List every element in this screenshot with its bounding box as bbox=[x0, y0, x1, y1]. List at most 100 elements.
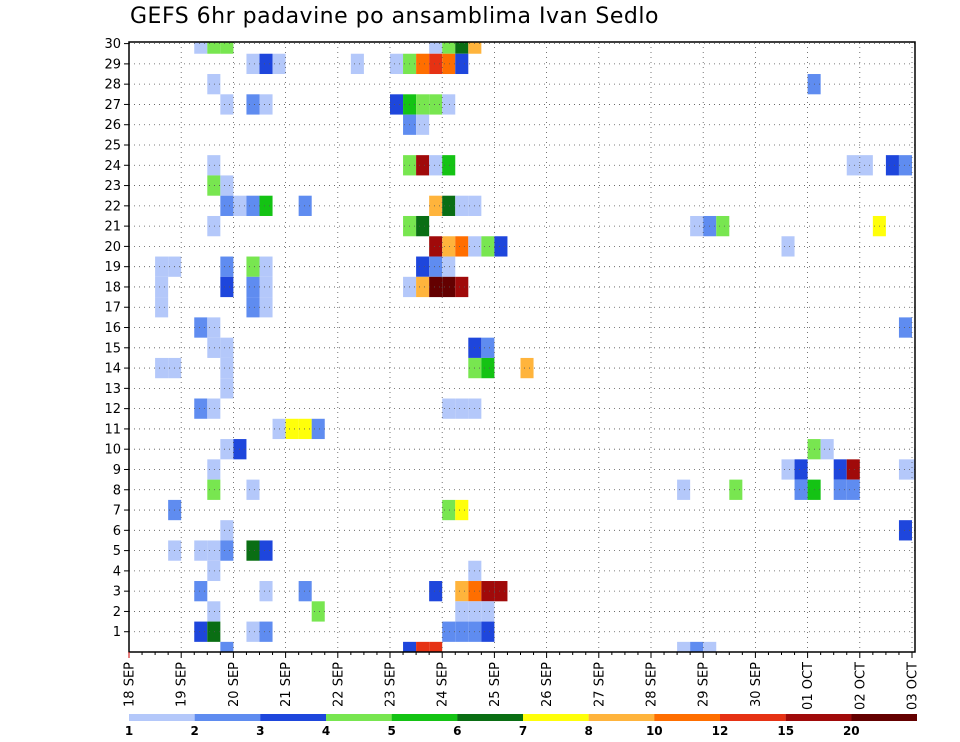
heatmap-cell bbox=[729, 479, 743, 500]
heatmap-cell bbox=[898, 520, 912, 541]
heatmap-cell bbox=[155, 357, 169, 379]
heatmap-cell bbox=[442, 155, 456, 176]
heatmap-cell bbox=[207, 215, 221, 237]
legend-label: 20 bbox=[843, 724, 860, 738]
heatmap-cell bbox=[468, 42, 482, 54]
x-tick-label: 22 SEP bbox=[331, 662, 346, 707]
heatmap-cell bbox=[207, 479, 221, 500]
legend-swatch-bar bbox=[391, 714, 458, 721]
legend-swatch-bar bbox=[720, 714, 786, 721]
heatmap-cell bbox=[859, 155, 873, 176]
legend-swatch-bar bbox=[523, 714, 589, 721]
chart-title: GEFS 6hr padavine po ansamblima Ivan Sed… bbox=[130, 4, 659, 29]
heatmap-cell bbox=[494, 581, 508, 602]
heatmap-cell bbox=[846, 155, 860, 176]
y-tick-label: 27 bbox=[104, 98, 121, 113]
heatmap-cell bbox=[194, 317, 208, 338]
heatmap-cell bbox=[285, 418, 299, 440]
heatmap-cell bbox=[390, 94, 404, 115]
heatmap-cell bbox=[259, 621, 273, 642]
color-legend: 1 2 3 4 5 6 7 8 10 12 15 20 bbox=[125, 714, 917, 738]
heatmap-cell bbox=[259, 540, 273, 561]
heatmap-cell bbox=[220, 276, 234, 298]
y-tick-label: 25 bbox=[104, 139, 121, 154]
y-tick-label: 12 bbox=[104, 402, 121, 417]
x-tick-label: 30 SEP bbox=[749, 662, 764, 707]
heatmap-cell bbox=[220, 94, 234, 115]
y-tick-label: 30 bbox=[104, 37, 121, 52]
x-tick-label: 29 SEP bbox=[697, 662, 712, 707]
heatmap-cell bbox=[520, 357, 534, 379]
heatmap-cell bbox=[442, 499, 456, 521]
heatmap-cell bbox=[429, 256, 443, 277]
heatmap-cell bbox=[207, 398, 221, 419]
heatmap-cell bbox=[246, 94, 260, 115]
y-tick-label: 11 bbox=[104, 422, 121, 437]
heatmap-cell bbox=[155, 276, 169, 298]
y-tick-label: 20 bbox=[104, 240, 121, 255]
heatmap-cell bbox=[246, 479, 260, 500]
y-tick-label: 16 bbox=[104, 321, 121, 336]
heatmap-cell bbox=[794, 479, 808, 500]
heatmap-cell bbox=[220, 256, 234, 277]
heatmap-cell bbox=[690, 641, 704, 652]
y-tick-label: 5 bbox=[113, 544, 121, 559]
x-tick-label: 27 SEP bbox=[592, 662, 607, 707]
heatmap-cell bbox=[207, 155, 221, 176]
legend-swatch-bar bbox=[326, 714, 392, 721]
y-tick-label: 15 bbox=[104, 341, 121, 356]
heatmap-cell bbox=[194, 581, 208, 602]
heatmap-cell bbox=[846, 479, 860, 500]
heatmap-cell bbox=[703, 641, 717, 652]
heatmap-cell bbox=[820, 439, 834, 460]
heatmap-cell bbox=[259, 297, 273, 318]
x-tick-label: 23 SEP bbox=[384, 662, 399, 707]
heatmap-cell bbox=[429, 94, 443, 115]
legend-label: 3 bbox=[256, 724, 264, 738]
heatmap-cell bbox=[194, 540, 208, 561]
y-tick-label: 10 bbox=[104, 443, 121, 458]
y-tick-label: 9 bbox=[113, 463, 121, 478]
x-tick-label: 03 OCT bbox=[906, 662, 921, 710]
heatmap-cell bbox=[455, 236, 469, 257]
heatmap-cell bbox=[442, 195, 456, 216]
heatmap-cell bbox=[220, 641, 234, 652]
heatmap-cell bbox=[350, 53, 364, 75]
heatmap-cell bbox=[298, 418, 312, 440]
y-tick-label: 2 bbox=[113, 605, 121, 620]
y-tick-label: 13 bbox=[104, 382, 121, 397]
heatmap-cell bbox=[259, 256, 273, 277]
y-tick-label: 6 bbox=[113, 524, 121, 539]
heatmap-cell bbox=[194, 621, 208, 642]
heatmap-cell bbox=[194, 42, 208, 54]
x-tick-label: 24 SEP bbox=[436, 662, 451, 707]
heatmap-cell bbox=[220, 378, 234, 399]
heatmap-cell bbox=[442, 256, 456, 277]
heatmap-cell bbox=[442, 276, 456, 298]
heatmap-cell bbox=[677, 641, 691, 652]
heatmap-cell bbox=[429, 236, 443, 257]
heatmap-cell bbox=[781, 459, 795, 480]
heatmap-cell bbox=[481, 581, 495, 602]
heatmap-cell bbox=[429, 42, 443, 54]
heatmap-cell bbox=[455, 398, 469, 419]
heatmap-cell bbox=[207, 42, 221, 54]
x-tick-label: 20 SEP bbox=[227, 662, 242, 707]
legend-swatch-bar bbox=[654, 714, 720, 721]
legend-swatch-bar bbox=[457, 714, 523, 721]
heatmap-cell bbox=[246, 276, 260, 298]
legend-swatch-bar bbox=[260, 714, 326, 721]
legend-label: 2 bbox=[191, 724, 199, 738]
y-tick-label: 17 bbox=[104, 301, 121, 316]
y-tick-label: 21 bbox=[104, 220, 121, 235]
heatmap-cell bbox=[833, 459, 847, 480]
x-tick-label: 28 SEP bbox=[645, 662, 660, 707]
x-tick-label: 18 SEP bbox=[123, 662, 138, 707]
heatmap-cell bbox=[207, 601, 221, 622]
heatmap-cell bbox=[429, 641, 443, 652]
heatmap-cell bbox=[220, 357, 234, 379]
heatmap-cell bbox=[494, 236, 508, 257]
heatmap-cell bbox=[481, 357, 495, 379]
x-tick-label: 25 SEP bbox=[488, 662, 503, 707]
